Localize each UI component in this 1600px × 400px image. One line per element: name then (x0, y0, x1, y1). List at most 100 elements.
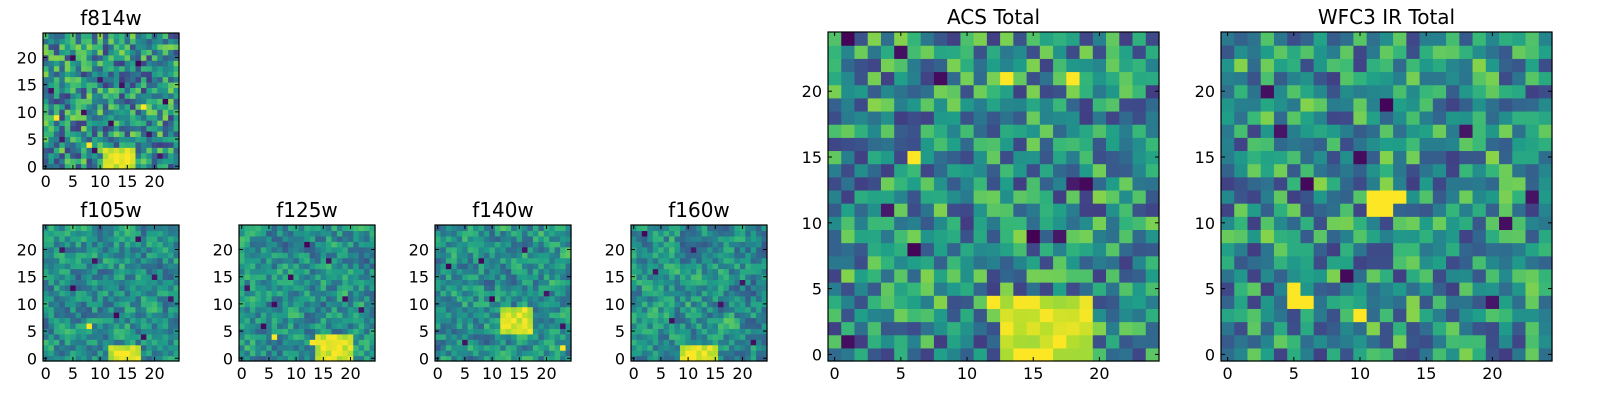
heatmap-cell (119, 252, 126, 259)
heatmap-cell (64, 92, 71, 99)
heatmap-cell (1353, 32, 1368, 46)
heatmap-cell (298, 235, 305, 242)
heatmap-cell (663, 301, 670, 308)
heatmap-cell (304, 328, 311, 335)
heatmap-cell (135, 225, 142, 232)
heatmap-cell (342, 301, 349, 308)
heatmap-cell (707, 295, 714, 302)
heatmap-cell (745, 301, 752, 308)
heatmap-cell (331, 328, 338, 335)
heatmap-cell (97, 317, 104, 324)
heatmap-cell (451, 252, 458, 259)
heatmap-cell (320, 268, 327, 275)
heatmap-cell (119, 49, 126, 56)
heatmap-cell (1039, 216, 1054, 230)
heatmap-cell (658, 235, 665, 242)
heatmap-cell (309, 312, 316, 319)
heatmap-cell (102, 81, 109, 88)
heatmap-cell (320, 322, 327, 329)
heatmap-cell (162, 114, 169, 121)
heatmap-cell (745, 322, 752, 329)
heatmap-cell (364, 241, 371, 248)
heatmap-cell (828, 84, 842, 99)
heatmap-cell (505, 257, 512, 264)
heatmap-cell (277, 344, 284, 351)
heatmap-cell (986, 124, 1001, 138)
y-tick-label: 10 (409, 295, 429, 314)
heatmap-cell (130, 33, 137, 40)
heatmap-cell (1000, 58, 1014, 73)
x-tick-label: 10 (90, 364, 110, 383)
heatmap-cell (750, 333, 757, 340)
heatmap-cell (456, 235, 463, 242)
heatmap-cell (347, 246, 354, 253)
heatmap-cell (347, 301, 354, 308)
heatmap-cell (734, 317, 741, 324)
heatmap-cell (86, 81, 93, 88)
heatmap-cell (326, 263, 333, 270)
heatmap-cell (266, 257, 273, 264)
heatmap-cell (1446, 150, 1460, 165)
heatmap-cell (1260, 32, 1275, 46)
heatmap-cell (168, 252, 175, 259)
heatmap-cell (516, 328, 523, 335)
heatmap-cell (494, 263, 501, 270)
heatmap-cell (880, 150, 895, 165)
heatmap-cell (728, 312, 735, 319)
heatmap-cell (1260, 163, 1275, 178)
heatmap-cell (135, 81, 142, 88)
heatmap-cell (707, 339, 714, 346)
heatmap-cell (894, 58, 909, 73)
heatmap-cell (456, 301, 463, 308)
heatmap-cell (658, 344, 665, 351)
heatmap-cell (271, 268, 278, 275)
heatmap-cell (451, 246, 458, 253)
heatmap-cell (1053, 255, 1067, 270)
heatmap-cell (467, 263, 474, 270)
heatmap-cell (70, 284, 77, 291)
heatmap-cell (151, 49, 158, 56)
heatmap-cell (1432, 58, 1447, 73)
heatmap-cell (543, 273, 550, 280)
heatmap-cell (723, 301, 730, 308)
heatmap-cell (59, 339, 66, 346)
heatmap-cell (1300, 347, 1315, 362)
heatmap-cell (1066, 203, 1081, 217)
heatmap-cell (745, 333, 752, 340)
heatmap-cell (53, 43, 60, 50)
heatmap-cell (43, 339, 50, 346)
heatmap-cell (1485, 295, 1500, 309)
heatmap-cell (986, 163, 1001, 178)
heatmap-cell (712, 257, 719, 264)
heatmap-cell (298, 339, 305, 346)
heatmap-cell (1132, 137, 1147, 152)
heatmap-cell (549, 246, 556, 253)
heatmap-cell (151, 279, 158, 286)
heatmap-cell (663, 273, 670, 280)
heatmap-cell (880, 216, 895, 230)
heatmap-cell (130, 130, 137, 137)
heatmap-cell (933, 268, 948, 283)
heatmap-cell (353, 295, 360, 302)
heatmap-cell (97, 257, 104, 264)
heatmap-cell (309, 333, 316, 340)
heatmap-cell (53, 60, 60, 67)
x-tick-label: 20 (144, 364, 164, 383)
heatmap-cell (473, 230, 480, 237)
heatmap-cell (173, 114, 180, 121)
heatmap-cell (1260, 282, 1275, 296)
heatmap-cell (91, 246, 98, 253)
heatmap-cell (336, 263, 343, 270)
heatmap-cell (113, 339, 120, 346)
heatmap-cell (81, 130, 88, 137)
heatmap-cell (543, 241, 550, 248)
heatmap-cell (1247, 189, 1262, 204)
heatmap-cell (320, 306, 327, 313)
heatmap-cell (894, 347, 909, 362)
heatmap-cell (108, 158, 115, 165)
heatmap-cell (53, 130, 60, 137)
heatmap-cell (527, 284, 534, 291)
heatmap-cell (728, 355, 735, 362)
heatmap-cell (75, 163, 82, 170)
